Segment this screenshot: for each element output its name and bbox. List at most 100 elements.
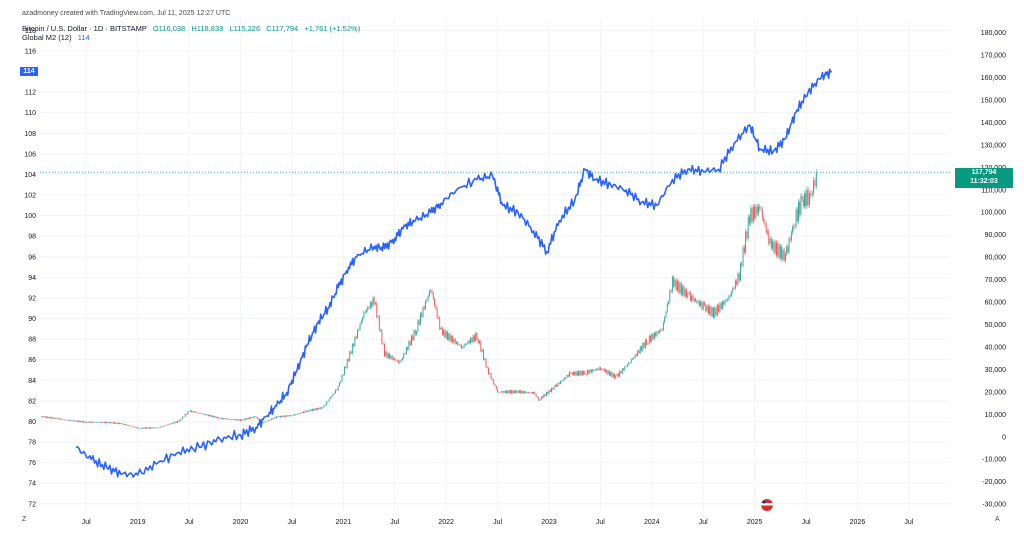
candle-body xyxy=(677,281,678,290)
price-badge: 117,794 11:32:03 xyxy=(955,168,1013,188)
candle-body xyxy=(416,331,418,335)
right-tick-label: 0 xyxy=(1002,434,1006,441)
candle-body xyxy=(759,206,761,209)
candle-body xyxy=(452,336,454,343)
candle-body xyxy=(521,390,523,394)
candle-body xyxy=(269,419,271,421)
candle-body xyxy=(796,209,798,222)
candle-body xyxy=(166,424,168,426)
candle-body xyxy=(169,423,171,425)
candle-body xyxy=(47,416,49,418)
event-marker[interactable] xyxy=(761,499,773,511)
candle-body xyxy=(692,295,694,301)
candle-body xyxy=(455,341,457,344)
candle-body xyxy=(639,346,641,354)
candle-body xyxy=(141,427,142,429)
candle-body xyxy=(285,415,286,417)
candle-body xyxy=(589,369,591,374)
candle-body xyxy=(507,390,509,394)
candle-body xyxy=(105,421,107,423)
indicator-legend[interactable]: Global M2 (12) 114 xyxy=(22,33,90,42)
candle-body xyxy=(110,422,112,424)
right-tick-label: -10,000 xyxy=(982,457,1006,464)
candle-body xyxy=(670,290,672,292)
candle-body xyxy=(497,389,499,393)
left-tick-label: 96 xyxy=(28,254,36,261)
left-tick-label: 98 xyxy=(28,234,36,241)
candle-body xyxy=(386,351,388,358)
ohlc-low: L115,226 xyxy=(229,24,261,33)
candle-body xyxy=(463,344,465,348)
candle-body xyxy=(137,427,139,429)
candle-body xyxy=(339,382,340,386)
candle-body xyxy=(608,370,610,376)
candle-body xyxy=(652,334,654,340)
candle-body xyxy=(813,180,815,194)
candle-body xyxy=(341,374,343,382)
candle-body xyxy=(548,390,550,395)
right-tick-label: 100,000 xyxy=(981,210,1006,217)
candle-body xyxy=(291,415,293,416)
candle-body xyxy=(78,420,80,423)
candle-body xyxy=(764,220,766,225)
candle-body xyxy=(220,418,222,420)
candle-body xyxy=(367,307,369,311)
candle-body xyxy=(450,336,452,342)
candle-body xyxy=(760,208,762,210)
candle-body xyxy=(407,347,409,350)
candle-body xyxy=(488,367,490,375)
candle-body xyxy=(471,338,473,343)
left-tick-label: 82 xyxy=(28,398,36,405)
candle-body xyxy=(159,427,160,429)
flag-stripe xyxy=(761,503,773,506)
price-badge-countdown: 11:32:03 xyxy=(970,178,998,185)
candle-body xyxy=(599,367,601,370)
auto-scale-toggle[interactable]: A xyxy=(995,516,1000,523)
candle-body xyxy=(187,411,189,415)
candle-body xyxy=(619,371,621,377)
timezone-toggle[interactable]: Z xyxy=(22,516,27,523)
candle-body xyxy=(468,341,470,344)
candle-body xyxy=(783,249,785,261)
candle-body xyxy=(431,290,433,294)
candle-body xyxy=(644,339,646,348)
candle-body xyxy=(171,422,173,425)
symbol-legend[interactable]: Bitcoin / U.S. Dollar · 1D · BITSTAMP O1… xyxy=(22,24,360,33)
candle-body xyxy=(300,412,302,414)
candle-body xyxy=(558,382,560,384)
candle-body xyxy=(729,295,731,297)
candle-body xyxy=(728,295,730,300)
candle-body xyxy=(747,216,749,239)
time-tick-label: Jul xyxy=(596,519,605,526)
candle-body xyxy=(536,396,538,398)
candle-body xyxy=(144,427,146,429)
candle-body xyxy=(125,423,127,426)
candle-body xyxy=(679,283,681,293)
candle-body xyxy=(634,354,636,358)
candle-body xyxy=(620,371,622,374)
candle-body xyxy=(67,419,69,421)
candle-body xyxy=(60,418,62,420)
candle-body xyxy=(173,422,175,424)
candle-body xyxy=(297,413,299,415)
candle-body xyxy=(210,415,212,417)
candle-body xyxy=(201,413,203,415)
candle-body xyxy=(776,242,777,256)
candle-body xyxy=(637,350,639,356)
candle-body xyxy=(399,361,401,364)
candle-body xyxy=(272,418,274,420)
chart-grid xyxy=(40,18,950,512)
candle-body xyxy=(90,421,92,423)
right-tick-label: 110,000 xyxy=(981,187,1006,194)
candle-body xyxy=(108,422,110,424)
candle-body xyxy=(103,421,105,423)
candle-body xyxy=(372,297,374,307)
candle-body xyxy=(70,420,72,421)
candle-body xyxy=(736,280,738,285)
candle-body xyxy=(152,427,154,429)
candle-body xyxy=(83,421,85,423)
candle-body xyxy=(502,391,504,393)
candle-body xyxy=(251,416,253,419)
candle-body xyxy=(254,416,256,418)
